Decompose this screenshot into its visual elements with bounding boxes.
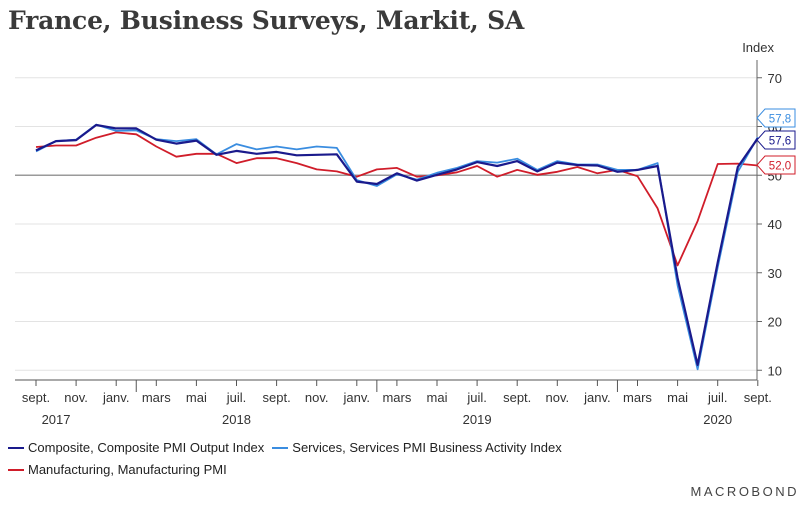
end-label-layer: 57,6 57,8 52,0 bbox=[756, 108, 796, 175]
x-tick-label: janv. bbox=[102, 390, 130, 405]
line-chart: 10203040506070Indexsept.nov.janv.marsmai… bbox=[15, 40, 796, 427]
x-tick-label: sept. bbox=[22, 390, 50, 405]
y-tick-label: 20 bbox=[768, 315, 782, 330]
x-tick-label: mai bbox=[186, 390, 207, 405]
x-tick-label: mai bbox=[427, 390, 448, 405]
x-tick-label: mai bbox=[667, 390, 688, 405]
series-layer bbox=[35, 123, 759, 371]
y-tick-label: 30 bbox=[768, 266, 782, 281]
year-label-2017: 2017 bbox=[42, 412, 71, 427]
legend-item-manufacturing: Manufacturing, Manufacturing PMI bbox=[8, 462, 227, 477]
end-label-box-composite bbox=[756, 130, 796, 150]
x-tick-label: mars bbox=[142, 390, 171, 405]
legend-label-composite: Composite, Composite PMI Output Index bbox=[28, 440, 265, 455]
x-tick-label: juil. bbox=[466, 390, 487, 405]
legend-swatch-services bbox=[272, 446, 289, 449]
end-label-box-manufacturing bbox=[756, 155, 796, 175]
x-tick-label: sept. bbox=[744, 390, 772, 405]
y-tick-label: 10 bbox=[768, 363, 782, 378]
x-tick-label: juil. bbox=[707, 390, 728, 405]
x-tick-label: nov. bbox=[545, 390, 569, 405]
end-label-text-composite: 57,6 bbox=[769, 136, 791, 148]
legend-swatch-composite bbox=[8, 446, 24, 449]
axis-layer: 10203040506070Indexsept.nov.janv.marsmai… bbox=[15, 40, 782, 427]
end-label-services: 57,8 bbox=[756, 108, 796, 128]
grid-layer bbox=[15, 77, 757, 371]
x-tick-label: janv. bbox=[343, 390, 371, 405]
y-tick-label: 40 bbox=[768, 217, 782, 232]
series-line-services bbox=[35, 123, 759, 371]
year-label-2018: 2018 bbox=[222, 412, 251, 427]
year-label-2020: 2020 bbox=[703, 412, 732, 427]
x-tick-label: nov. bbox=[305, 390, 329, 405]
x-tick-label: sept. bbox=[263, 390, 291, 405]
x-tick-label: nov. bbox=[64, 390, 88, 405]
y-axis-label: Index bbox=[742, 40, 774, 55]
brand-logo: MACROBOND bbox=[690, 484, 799, 499]
legend-swatch-manufacturing bbox=[8, 468, 24, 471]
series-line-composite bbox=[35, 123, 759, 366]
x-tick-label: mars bbox=[623, 390, 652, 405]
legend-label-manufacturing: Manufacturing, Manufacturing PMI bbox=[28, 462, 227, 477]
chart-title: France, Business Surveys, Markit, SA bbox=[8, 6, 525, 35]
end-label-text-services: 57,8 bbox=[769, 114, 791, 126]
end-label-box-services bbox=[756, 108, 796, 128]
end-label-text-manufacturing: 52,0 bbox=[769, 161, 791, 173]
year-label-2019: 2019 bbox=[463, 412, 492, 427]
y-tick-label: 70 bbox=[768, 71, 782, 86]
end-label-manufacturing: 52,0 bbox=[756, 155, 796, 175]
x-tick-label: juil. bbox=[226, 390, 247, 405]
x-tick-label: janv. bbox=[583, 390, 611, 405]
legend-label-services: Services, Services PMI Business Activity… bbox=[292, 440, 562, 455]
legend-item-composite: Composite, Composite PMI Output Index Se… bbox=[8, 440, 562, 455]
end-label-composite: 57,6 bbox=[756, 130, 796, 150]
series-line-manufacturing bbox=[35, 131, 758, 267]
x-tick-label: mars bbox=[382, 390, 411, 405]
x-tick-label: sept. bbox=[503, 390, 531, 405]
